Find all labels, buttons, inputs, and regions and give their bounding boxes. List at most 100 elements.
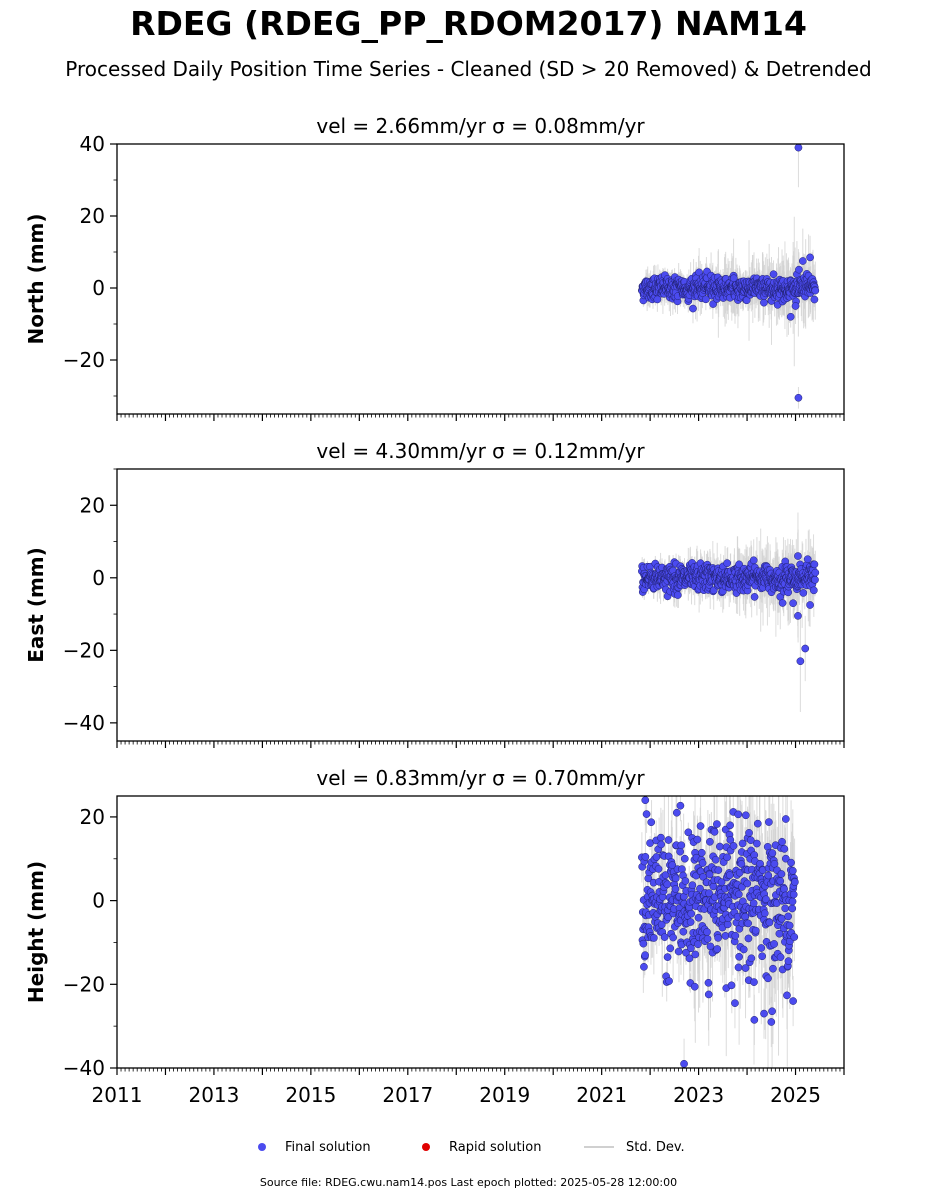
x-ticks <box>116 741 845 748</box>
data-point <box>690 982 699 991</box>
data-point <box>760 1009 768 1018</box>
axes-frame <box>116 468 845 742</box>
data-point <box>781 815 790 823</box>
x-tick-label: 2025 <box>770 1083 821 1107</box>
data-point <box>693 835 702 844</box>
data-point <box>758 952 767 961</box>
legend-std-dev: Std. Dev. <box>584 1134 685 1160</box>
data-point <box>753 839 761 848</box>
data-point <box>769 270 778 279</box>
data-point <box>765 918 774 927</box>
data-point <box>674 947 683 956</box>
data-point <box>753 819 762 828</box>
panel-2: −40 −20 0 20 East (mm) vel = 4.30mm/yr σ = 0.… <box>24 439 845 748</box>
data-point <box>762 895 770 904</box>
data-point <box>789 890 798 899</box>
data-point <box>768 1007 776 1016</box>
legend-rapid-solution: Rapid solution <box>422 1134 541 1160</box>
data-point <box>661 871 670 879</box>
data-point <box>734 890 743 899</box>
data-point <box>788 904 797 913</box>
data-point <box>729 842 738 850</box>
data-point <box>789 599 797 608</box>
data-point <box>711 855 720 864</box>
data-point <box>663 953 672 961</box>
data-point <box>787 858 795 867</box>
x-tick-label: 2021 <box>576 1083 627 1107</box>
data-point <box>671 885 680 893</box>
data-point <box>744 934 753 943</box>
x-tick-label: 2019 <box>479 1083 530 1107</box>
data-point <box>681 877 690 885</box>
x-tick-label: 2013 <box>188 1083 239 1107</box>
data-point <box>721 932 730 940</box>
data-point <box>780 885 788 893</box>
data-point <box>810 295 819 304</box>
data-point <box>764 871 773 880</box>
data-point <box>803 555 812 564</box>
panel-title: vel = 4.30mm/yr σ = 0.12mm/yr <box>316 439 645 463</box>
data-points <box>638 144 820 402</box>
y-axis-label: North (mm) <box>24 213 48 344</box>
data-point <box>784 912 792 921</box>
x-ticks <box>116 414 845 421</box>
data-point <box>686 918 695 926</box>
data-point <box>696 822 705 830</box>
data-point <box>657 833 665 842</box>
data-point <box>664 836 673 844</box>
y-tick-label: −20 <box>63 638 105 662</box>
data-point <box>678 865 686 873</box>
panel-2-data <box>638 512 820 712</box>
error-bars <box>641 512 816 712</box>
data-point <box>642 810 651 818</box>
data-point <box>765 818 773 826</box>
data-point <box>691 950 700 959</box>
data-point <box>749 556 758 565</box>
data-point <box>745 829 753 837</box>
y-axis-label: East (mm) <box>24 547 48 663</box>
y-axis-label: Height (mm) <box>24 861 48 1003</box>
data-point <box>783 991 791 1000</box>
data-point <box>744 919 753 928</box>
y-tick-label: −40 <box>63 711 105 735</box>
data-point <box>764 974 772 983</box>
x-tick-label: 2017 <box>382 1083 433 1107</box>
y-tick-label: 0 <box>92 276 105 300</box>
data-point <box>791 878 799 886</box>
y-ticks <box>110 468 117 724</box>
data-point <box>687 944 695 953</box>
data-point <box>703 934 712 943</box>
data-point <box>672 808 681 817</box>
x-tick-label: 2015 <box>285 1083 336 1107</box>
panel-3: 2011 2013 2015 2017 2019 2021 2023 2025 −40 −20 0 2… <box>24 766 845 1107</box>
data-point <box>657 840 666 849</box>
data-point <box>698 859 707 867</box>
data-point <box>741 811 750 820</box>
data-point <box>723 853 731 862</box>
data-point <box>778 599 787 607</box>
data-point <box>703 928 711 936</box>
data-point <box>689 304 697 313</box>
panel-1: −20 0 20 40 North (mm) vel = 2.66mm/yr σ = 0.… <box>24 114 845 421</box>
data-point <box>780 845 789 853</box>
data-point <box>750 1016 759 1024</box>
data-point <box>641 852 650 861</box>
data-point <box>778 837 786 846</box>
data-point <box>684 828 693 837</box>
data-point <box>743 879 752 888</box>
data-point <box>746 836 755 845</box>
data-point <box>796 657 805 666</box>
figure-title: RDEG (RDEG_PP_RDOM2017) NAM14 <box>130 4 807 43</box>
data-point <box>769 964 777 973</box>
data-point <box>785 921 794 930</box>
data-point <box>680 854 689 863</box>
data-point <box>767 1018 776 1026</box>
x-tick-label: 2023 <box>673 1083 724 1107</box>
data-point <box>811 286 820 295</box>
data-point <box>735 952 743 961</box>
data-point <box>737 860 746 868</box>
data-point <box>726 821 734 830</box>
data-point <box>790 933 799 941</box>
data-point <box>734 810 743 819</box>
x-ticks <box>116 1068 845 1075</box>
